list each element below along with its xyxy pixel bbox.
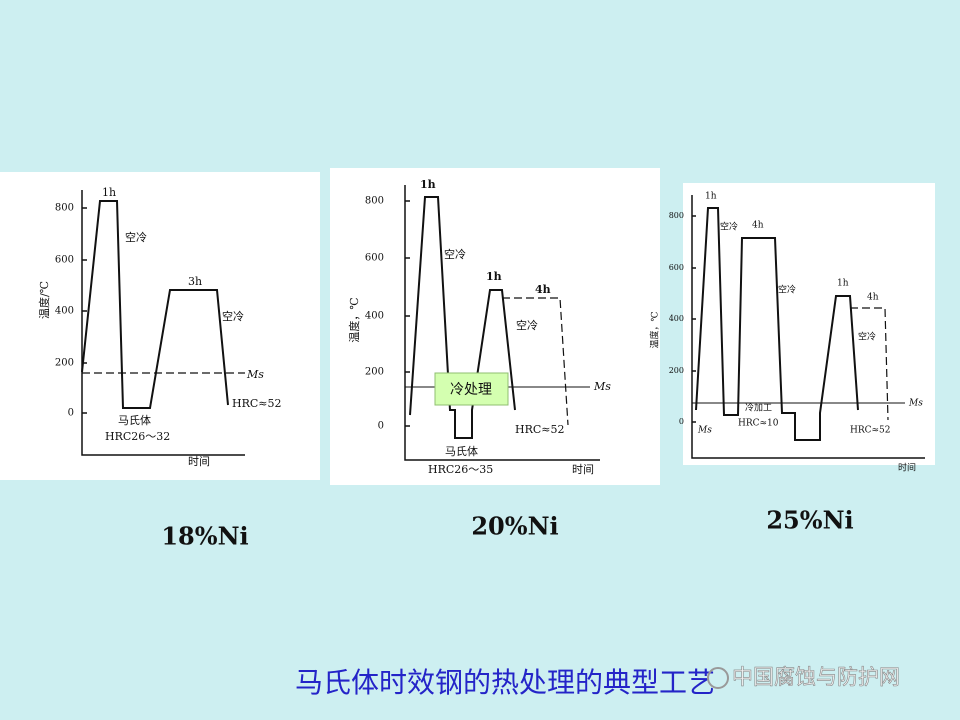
y-tick-label: 600 (669, 263, 684, 272)
annotation: 1h (705, 192, 717, 202)
annotation: Ms (697, 426, 712, 436)
annotation: HRC26～35 (428, 463, 493, 476)
y-tick-label: 400 (365, 311, 384, 322)
panel-bg (683, 183, 935, 465)
y-tick-label: 800 (55, 203, 74, 214)
panel-bg (0, 172, 320, 480)
axes (404, 185, 600, 461)
y-tick-label: 800 (365, 196, 384, 207)
annotation: HRC26～32 (105, 430, 170, 443)
axes (691, 195, 925, 459)
annotation: 冷加工 (745, 402, 772, 414)
annotation: 空冷 (516, 318, 538, 332)
callout-box (434, 372, 509, 406)
y-tick-label: 200 (55, 358, 74, 369)
x-axis-label: 时间 (188, 455, 210, 468)
panel-18ni: 800 600 400 200 0 温度/℃ 1h 空冷 3h 空冷 Ms 马氏… (0, 172, 320, 480)
process-curve (409, 196, 516, 439)
y-tick-label: 600 (365, 253, 384, 264)
dashed-curve (502, 297, 569, 426)
y-tick-label: 0 (679, 417, 684, 426)
slide-title: 马氏体时效钢的热处理的典型工艺 (295, 666, 715, 699)
y-axis-label: 温度/℃ (37, 281, 51, 319)
panel-caption: 18%Ni (161, 522, 248, 551)
annotation: Ms (593, 380, 611, 393)
annotation: 1h (837, 279, 849, 289)
y-tick-label: 400 (55, 306, 74, 317)
annotation: HRC≈52 (515, 423, 565, 436)
annotation: 3h (188, 275, 202, 288)
axes (81, 190, 245, 456)
annotation: 4h (752, 221, 764, 231)
annotation: Ms (908, 399, 923, 409)
watermark-icon (707, 667, 729, 689)
y-tick-label: 0 (378, 421, 384, 432)
annotation: 4h (535, 283, 551, 296)
annotation: HRC≈10 (738, 419, 779, 429)
process-curve (81, 200, 229, 409)
annotation: 空冷 (125, 230, 147, 244)
panel-25ni: 800 600 400 200 0 温度，℃ 1h 空冷 4h 空冷 1h 4h… (649, 183, 935, 474)
y-tick-label: 0 (68, 408, 74, 419)
annotation: 1h (102, 186, 116, 199)
annotation: 马氏体 (445, 444, 478, 458)
y-tick-label: 200 (365, 367, 384, 378)
annotation: 马氏体 (118, 413, 151, 427)
y-tick-label: 400 (669, 314, 684, 323)
annotation: 冷处理 (450, 382, 492, 398)
tick-marks (405, 200, 410, 427)
panel-caption: 25%Ni (766, 506, 853, 535)
annotation: 空冷 (858, 331, 876, 343)
panel-caption: 20%Ni (471, 512, 558, 541)
process-curve (695, 207, 859, 441)
y-tick-label: 200 (669, 366, 684, 375)
y-tick-label: 600 (55, 255, 74, 266)
annotation: Ms (246, 368, 264, 381)
watermark: 中国腐蚀与防护网 (732, 665, 900, 689)
tick-marks (692, 215, 696, 423)
y-axis-label: 温度，℃ (347, 297, 361, 342)
y-axis-label: 温度，℃ (649, 311, 661, 348)
y-tick-label: 800 (669, 211, 684, 220)
annotation: 4h (867, 293, 879, 303)
x-axis-label: 时间 (572, 463, 594, 476)
panel-20ni: 800 600 400 200 0 温度，℃ 1h 空冷 1h 4h 空冷 Ms… (330, 168, 660, 485)
dashed-curve (850, 307, 889, 421)
annotation: HRC≈52 (232, 397, 282, 410)
tick-marks (82, 207, 87, 414)
annotation: 1h (486, 270, 502, 283)
annotation: 空冷 (778, 284, 796, 296)
annotation: 空冷 (222, 309, 244, 323)
panel-bg (330, 168, 660, 485)
annotation: 1h (420, 178, 436, 191)
annotation: HRC≈52 (850, 426, 891, 436)
annotation: 空冷 (444, 247, 466, 261)
annotation: 空冷 (720, 221, 738, 233)
x-axis-label: 时间 (898, 462, 916, 474)
